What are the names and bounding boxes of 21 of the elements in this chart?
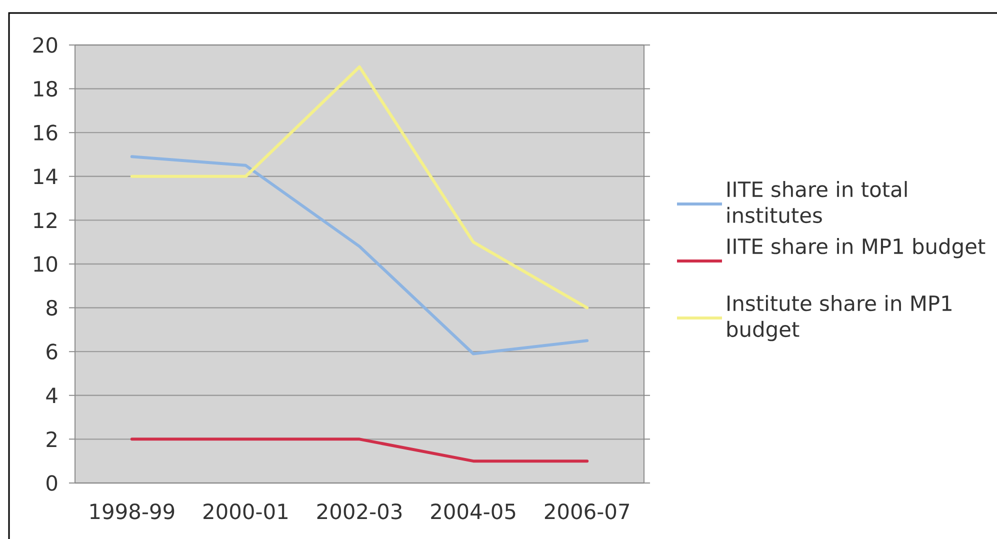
y-tick-label: 8 bbox=[46, 300, 58, 316]
y-tick-label: 2 bbox=[46, 431, 56, 447]
x-tick-label: 2004-05 bbox=[431, 504, 516, 520]
line-series bbox=[130, 65, 589, 310]
x-tick-label: 2002-03 bbox=[317, 504, 402, 520]
y-tick-label: 6 bbox=[46, 344, 58, 360]
y-tick-label: 18 bbox=[34, 80, 58, 97]
y-tick-label: 20 bbox=[33, 37, 58, 53]
x-tick-label: 2006-07 bbox=[544, 504, 629, 520]
y-tick-label: 10 bbox=[34, 256, 58, 272]
y-tick-label: 4 bbox=[46, 388, 58, 404]
y-tick-label: 14 bbox=[34, 168, 58, 184]
y-tick-label: 0 bbox=[46, 475, 58, 491]
y-tick-label: 12 bbox=[34, 212, 56, 228]
x-tick-label: 2000-01 bbox=[204, 504, 288, 520]
x-tick-label: 1998-99 bbox=[90, 504, 174, 520]
legend-label: IITE share in MP1 budget bbox=[728, 238, 986, 258]
legend-label: Institute share in MP1 budget bbox=[727, 294, 952, 342]
line-series bbox=[130, 155, 589, 356]
legend-label: IITE share in total institutes bbox=[727, 181, 907, 224]
y-tick-label: 16 bbox=[34, 124, 58, 140]
